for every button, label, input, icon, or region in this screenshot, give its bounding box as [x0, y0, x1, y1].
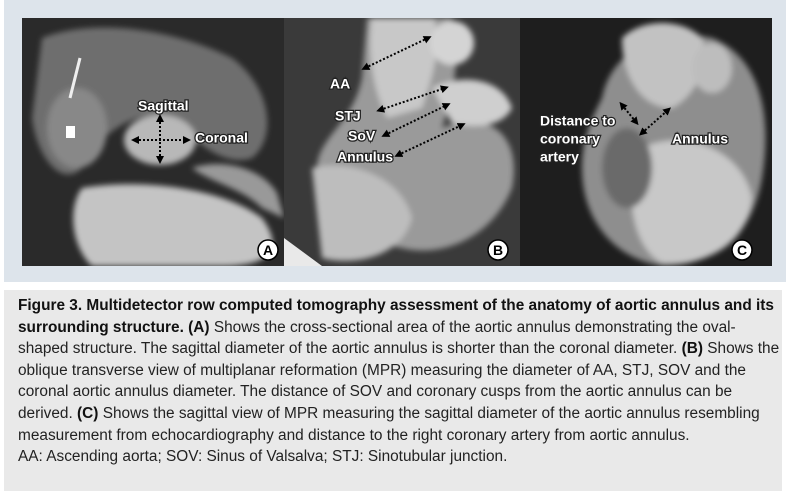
- caption: Figure 3. Multidetector row computed tom…: [4, 290, 782, 491]
- arrow: [381, 103, 451, 137]
- label: Distance to: [540, 113, 615, 129]
- panel-badge: [731, 239, 753, 261]
- label: Coronal: [195, 130, 248, 146]
- label: artery: [540, 149, 579, 165]
- label: STJ: [335, 108, 361, 124]
- panel-letter: A: [263, 242, 273, 258]
- label: SoV: [348, 128, 376, 144]
- panel-letter: C: [737, 242, 747, 258]
- arrow: [376, 85, 449, 113]
- caption-text: Shows the oblique transverse view of mul…: [18, 340, 780, 422]
- caption-label: (B): [681, 340, 703, 358]
- caption-label: (C): [77, 404, 99, 422]
- label: coronary: [540, 131, 600, 147]
- label: Annulus: [672, 131, 728, 147]
- caption-title: Figure 3. Multidetector row computed tom…: [18, 297, 774, 336]
- caption-abbreviations: AA: Ascending aorta; SOV: Sinus of Valsa…: [18, 448, 508, 466]
- caption-text: Shows the sagittal view of MPR measuring…: [18, 404, 760, 444]
- panel-b-image: [284, 18, 520, 266]
- panel-badge: [487, 239, 509, 261]
- caption-text: Shows the cross-sectional area of the ao…: [18, 318, 736, 358]
- caption-label: (A): [188, 318, 210, 336]
- label: AA: [330, 76, 350, 92]
- label: Sagittal: [138, 98, 189, 114]
- panel-letter: B: [493, 242, 503, 258]
- panel-badge: [257, 239, 279, 261]
- figure-images: Sagittal Coronal A AA STJ SoV Annulus B: [22, 18, 772, 266]
- label: Annulus: [337, 149, 393, 165]
- panel-c-image: [520, 18, 772, 266]
- arrow: [639, 107, 671, 136]
